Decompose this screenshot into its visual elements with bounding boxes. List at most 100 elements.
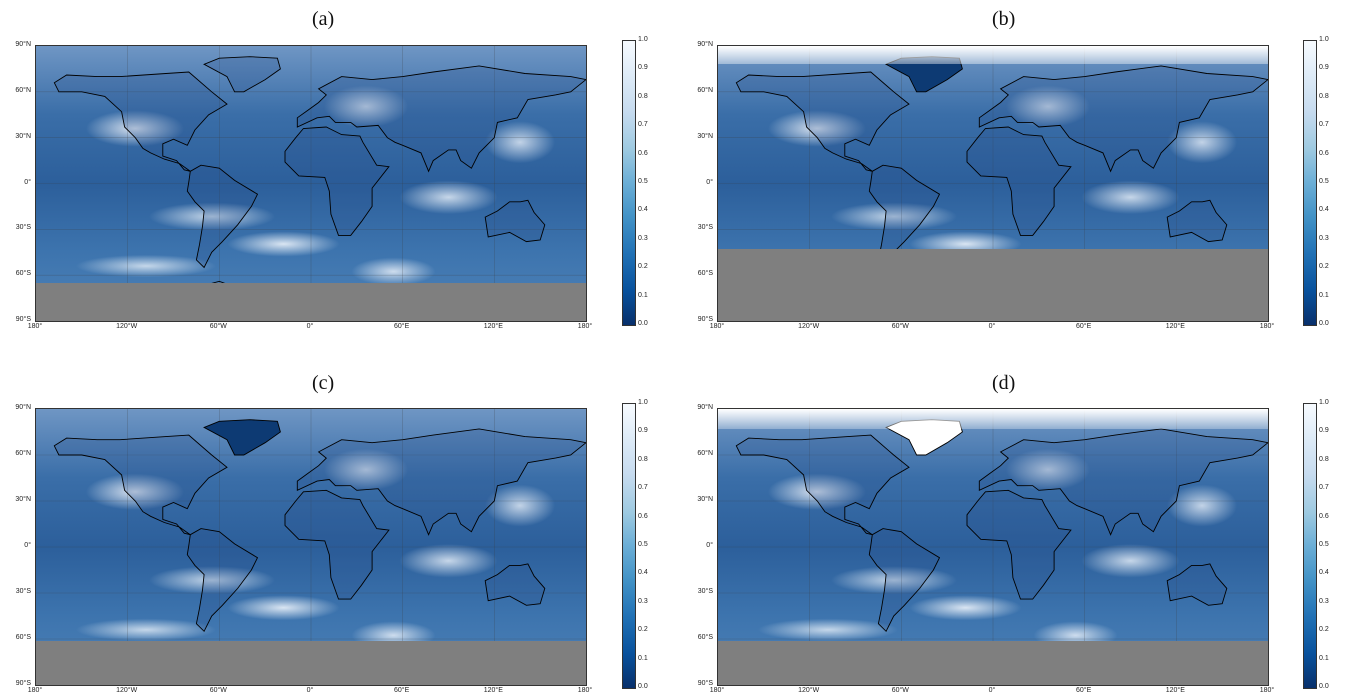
australia-coastline bbox=[484, 199, 546, 243]
africa-coastline bbox=[284, 489, 390, 600]
colorbar-tick-label: 0.5 bbox=[1319, 178, 1329, 185]
colorbar-tick-label: 0.7 bbox=[1319, 121, 1329, 129]
panel-d-colorbar bbox=[1303, 403, 1317, 689]
longitude-tick-label: 0° bbox=[988, 687, 996, 694]
latitude-tick-label: 90°N bbox=[697, 404, 713, 411]
panel-d-map bbox=[717, 408, 1269, 686]
longitude-tick-label: 120°E bbox=[1165, 687, 1185, 694]
latitude-tick-label: 60°S bbox=[697, 270, 713, 278]
colorbar-tick-label: 0.3 bbox=[1319, 597, 1329, 605]
longitude-tick-label: 180° bbox=[577, 687, 593, 694]
colorbar-tick-label: 0.4 bbox=[1319, 569, 1329, 577]
colorbar-tick-label: 0.7 bbox=[638, 484, 648, 492]
northamerica-coastline bbox=[735, 434, 910, 536]
longitude-tick-label: 180° bbox=[577, 323, 593, 330]
colorbar-tick-label: 0.0 bbox=[638, 320, 648, 327]
colorbar-tick-label: 0.1 bbox=[638, 654, 648, 662]
coastlines-layer bbox=[718, 409, 1268, 685]
colorbar-tick-label: 0.8 bbox=[638, 92, 648, 100]
longitude-tick-label: 120°E bbox=[1165, 323, 1185, 330]
latitude-tick-label: 30°S bbox=[697, 224, 713, 232]
coastlines-layer bbox=[36, 409, 586, 685]
southamerica-coastline bbox=[868, 528, 941, 633]
colorbar-tick-label: 1.0 bbox=[1319, 36, 1329, 43]
longitude-tick-label: 0° bbox=[306, 323, 314, 330]
colorbar-tick-label: 0.6 bbox=[638, 149, 648, 157]
antarctica-no-data bbox=[36, 283, 586, 321]
longitude-tick-label: 60°W bbox=[209, 687, 227, 694]
longitude-tick-label: 120°W bbox=[116, 687, 138, 694]
latitude-tick-label: 30°N bbox=[15, 132, 31, 140]
colorbar-tick-label: 0.4 bbox=[1319, 206, 1329, 214]
northamerica-coastline bbox=[53, 71, 228, 172]
latitude-tick-label: 90°N bbox=[15, 41, 31, 48]
colorbar-tick-label: 0.4 bbox=[638, 206, 648, 214]
colorbar-tick-label: 0.6 bbox=[1319, 512, 1329, 520]
arctic-white bbox=[718, 409, 1268, 429]
eurasia-coastline bbox=[296, 428, 586, 536]
longitude-tick-label: 0° bbox=[988, 323, 996, 330]
latitude-tick-label: 0° bbox=[706, 178, 713, 186]
latitude-tick-label: 60°S bbox=[15, 634, 31, 641]
latitude-tick-label: 90°S bbox=[697, 680, 713, 687]
longitude-tick-label: 120°W bbox=[798, 687, 820, 694]
greenland-coastline bbox=[203, 419, 281, 456]
colorbar-tick-label: 0.9 bbox=[638, 427, 648, 435]
longitude-tick-label: 0° bbox=[306, 687, 314, 694]
greenland-coastline bbox=[203, 56, 281, 93]
latitude-tick-label: 90°S bbox=[697, 316, 713, 323]
colorbar-tick-label: 0.9 bbox=[1319, 427, 1329, 435]
panel-b-colorbar bbox=[1303, 40, 1317, 326]
longitude-tick-label: 120°E bbox=[483, 323, 503, 330]
arctic-white bbox=[718, 46, 1268, 64]
australia-coastline bbox=[1166, 563, 1228, 606]
longitude-tick-label: 60°E bbox=[394, 687, 410, 694]
latitude-tick-label: 90°S bbox=[15, 680, 31, 687]
colorbar-tick-label: 0.9 bbox=[1319, 64, 1329, 72]
colorbar-tick-label: 0.7 bbox=[1319, 484, 1329, 492]
latitude-tick-label: 60°N bbox=[15, 450, 31, 457]
longitude-tick-label: 180° bbox=[1259, 323, 1275, 330]
latitude-tick-label: 60°S bbox=[697, 634, 713, 641]
longitude-tick-label: 180° bbox=[27, 323, 43, 330]
antarctica-no-data bbox=[718, 641, 1268, 685]
latitude-tick-label: 0° bbox=[24, 542, 31, 549]
southamerica-coastline bbox=[186, 164, 259, 269]
colorbar-tick-label: 1.0 bbox=[1319, 399, 1329, 406]
colorbar-tick-label: 0.5 bbox=[638, 541, 648, 548]
coastlines-layer bbox=[36, 46, 586, 321]
colorbar-tick-label: 0.3 bbox=[638, 597, 648, 605]
longitude-tick-label: 180° bbox=[1259, 687, 1275, 694]
panel-a-label: (a) bbox=[312, 8, 335, 30]
colorbar-tick-label: 0.1 bbox=[1319, 291, 1329, 299]
longitude-tick-label: 120°W bbox=[798, 323, 820, 330]
africa-coastline bbox=[284, 126, 390, 236]
panel-c-label: (c) bbox=[312, 372, 335, 394]
longitude-tick-label: 60°W bbox=[209, 323, 227, 330]
panel-c-colorbar bbox=[622, 403, 636, 689]
longitude-tick-label: 60°E bbox=[1076, 323, 1092, 330]
colorbar-tick-label: 0.7 bbox=[638, 121, 648, 129]
colorbar-tick-label: 0.8 bbox=[638, 455, 648, 463]
colorbar-tick-label: 0.8 bbox=[1319, 92, 1329, 100]
africa-coastline bbox=[966, 126, 1072, 236]
antarctica-no-data bbox=[718, 249, 1268, 321]
colorbar-tick-label: 0.5 bbox=[1319, 541, 1329, 548]
colorbar-tick-label: 0.0 bbox=[1319, 683, 1329, 690]
colorbar-tick-label: 0.3 bbox=[1319, 234, 1329, 242]
colorbar-tick-label: 0.2 bbox=[638, 263, 648, 271]
latitude-tick-label: 30°N bbox=[697, 496, 713, 503]
colorbar-tick-label: 0.6 bbox=[1319, 149, 1329, 157]
northamerica-coastline bbox=[53, 434, 228, 536]
longitude-tick-label: 120°E bbox=[483, 687, 503, 694]
northamerica-coastline bbox=[735, 71, 910, 172]
eurasia-coastline bbox=[978, 65, 1268, 173]
panel-a-map bbox=[35, 45, 587, 322]
colorbar-tick-label: 1.0 bbox=[638, 36, 648, 43]
southamerica-coastline bbox=[186, 528, 259, 633]
latitude-tick-label: 0° bbox=[706, 542, 713, 549]
longitude-tick-label: 180° bbox=[709, 687, 725, 694]
latitude-tick-label: 90°S bbox=[15, 316, 31, 323]
australia-coastline bbox=[1166, 199, 1228, 243]
colorbar-tick-label: 0.1 bbox=[1319, 654, 1329, 662]
